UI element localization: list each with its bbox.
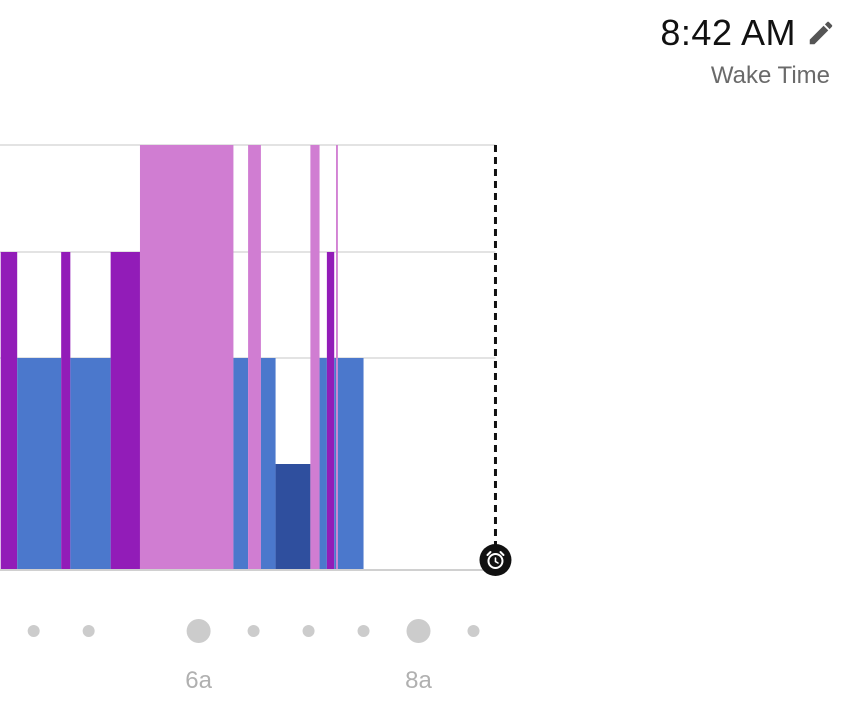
stage-bar-light [260, 358, 276, 570]
alarm-clock-icon [479, 544, 512, 576]
tick-label: 8a [405, 667, 432, 694]
pencil-icon [809, 21, 833, 45]
stage-bar-rem [139, 145, 234, 570]
stage-bar-awake [0, 252, 18, 570]
wake-time-header: 8:42 AM Wake Time [660, 12, 833, 90]
tick-label: 6a [185, 667, 212, 694]
edit-wake-time-button[interactable] [804, 16, 838, 50]
stage-bar-light [337, 358, 364, 570]
stage-bar-awake [110, 252, 140, 570]
minor-tick-dot [27, 625, 40, 637]
stage-bar-awake [326, 252, 335, 570]
stage-bar-rem [336, 145, 338, 570]
wake-time-value: 8:42 AM [660, 12, 796, 53]
major-tick-dot [186, 619, 211, 643]
minor-tick-dot [302, 625, 315, 637]
wake-time-row: 8:42 AM [660, 12, 833, 54]
stage-bar-deep [275, 464, 311, 570]
stage-bar-light [319, 358, 327, 570]
minor-tick-dot [82, 625, 95, 637]
stage-bar-rem [310, 145, 320, 570]
minor-tick-dot [467, 625, 480, 637]
major-tick-dot [406, 619, 431, 643]
stage-bar-rem [248, 145, 261, 570]
wake-time-label: Wake Time [710, 62, 830, 89]
minor-tick-dot [357, 625, 370, 637]
minor-tick-dot [247, 625, 260, 637]
stage-bar-light [233, 358, 249, 570]
stage-bar-light [70, 358, 111, 570]
stage-bar-light [17, 358, 62, 570]
stage-bar-light [334, 358, 337, 570]
stage-bar-awake [61, 252, 71, 570]
